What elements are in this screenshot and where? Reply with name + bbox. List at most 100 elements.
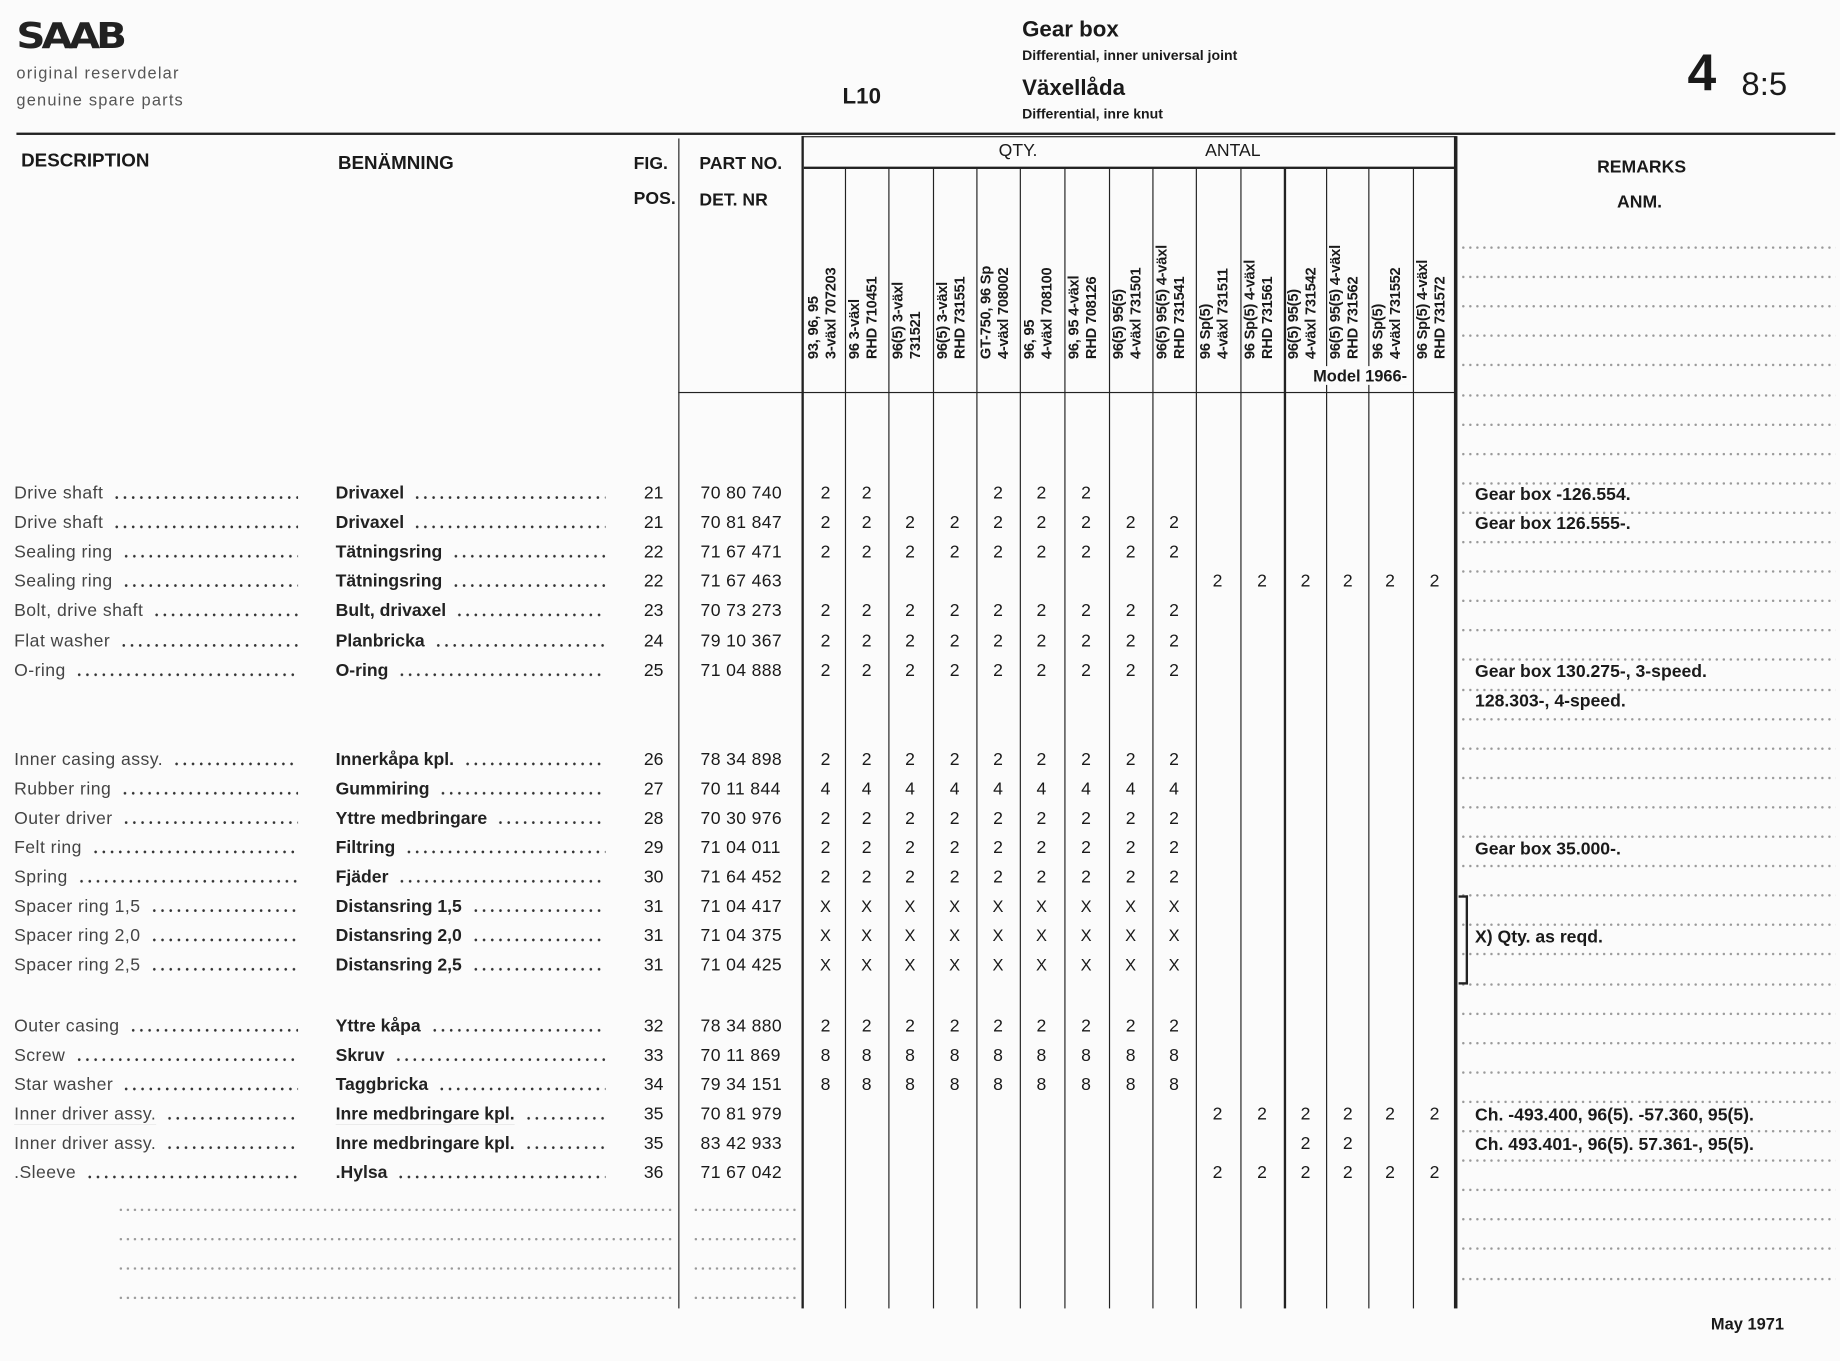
benamning-text: .Hylsa — [335, 1162, 388, 1183]
qty-column-header-line: GT-750, 96 Sp — [977, 265, 994, 360]
qty-column-header-line: 96, 95 4-växl — [1065, 275, 1082, 360]
remarks-ruling — [1459, 423, 1836, 426]
dot-leader — [91, 849, 299, 855]
fig-divider — [678, 138, 680, 1309]
remarks-ruling — [1459, 482, 1836, 485]
qty-cell: X — [949, 896, 961, 916]
dot-leader — [122, 583, 299, 589]
benamning-text: O-ring — [335, 660, 389, 681]
blank-ruling — [117, 1296, 675, 1300]
col-benamning: BENÄMNING — [337, 153, 454, 174]
dot-leader — [74, 1056, 299, 1062]
fig-pos-cell: 26 — [643, 749, 664, 770]
qty-cell: 2 — [905, 601, 915, 622]
dot-leader — [149, 908, 299, 914]
qty-cell: 2 — [1429, 571, 1440, 592]
benamning-text: Tätningsring — [335, 571, 443, 592]
qty-cell: 2 — [820, 867, 831, 888]
blank-ruling — [692, 1238, 798, 1241]
remark-cell: X) Qty. as reqd. — [1475, 923, 1603, 952]
description-cell: .Sleeve — [14, 1163, 300, 1183]
description-cell: Bolt, drive shaft — [14, 601, 300, 621]
qty-cell: 4 — [949, 778, 960, 799]
remark-line: Gear box -126.554. — [1475, 484, 1631, 505]
dot-leader — [128, 1027, 299, 1033]
qty-cell: 2 — [1385, 571, 1395, 592]
dot-leader — [112, 495, 299, 500]
remark-line: Gear box 130.275-, 3-speed. — [1475, 661, 1707, 682]
qty-column-header-line: 3-växl 707203 — [822, 267, 840, 360]
remarks-ruling — [1459, 894, 1836, 897]
description-text: Flat washer — [14, 630, 111, 651]
qty-column-divider — [1368, 167, 1370, 1309]
fig-pos-cell: 22 — [643, 571, 664, 592]
qty-cell: 2 — [993, 867, 1003, 888]
dot-leader — [430, 1027, 606, 1033]
qty-cell: 2 — [1342, 1103, 1353, 1124]
col-antal: ANTAL — [1205, 140, 1261, 161]
col-pos: POS. — [633, 188, 676, 209]
qty-cell: 2 — [820, 601, 831, 622]
qty-cell: 2 — [820, 542, 831, 563]
dot-leader — [524, 1115, 606, 1121]
qty-cell: 2 — [861, 867, 872, 888]
dot-leader — [413, 495, 606, 500]
qty-column-divider — [976, 167, 978, 1309]
qty-cell: 2 — [1125, 630, 1136, 651]
qty-cell: 2 — [861, 512, 872, 533]
qty-cell: 2 — [1081, 542, 1091, 563]
description-cell: Outer casing — [14, 1016, 300, 1036]
part-number-cell: 71 67 471 — [700, 542, 783, 563]
qty-cell: 2 — [1125, 808, 1136, 829]
remarks-ruling — [1459, 1071, 1836, 1074]
qty-cell: 2 — [1212, 1103, 1223, 1124]
description-cell: Drive shaft — [14, 483, 300, 503]
remarks-ruling — [1459, 923, 1836, 926]
remarks-ruling — [1459, 952, 1836, 956]
qty-cell: 2 — [993, 837, 1003, 858]
qty-cell: X — [904, 896, 916, 916]
fig-pos-cell: 22 — [643, 542, 664, 563]
qty-column-header-line: 731521 — [907, 311, 924, 360]
qty-column-header: 96(5) 95(5) 4-växl RHD 731541 — [1154, 171, 1197, 359]
fig-pos-cell: 30 — [643, 867, 664, 888]
part-number-cell: 79 34 151 — [700, 1074, 783, 1095]
qty-cell: 2 — [949, 660, 960, 681]
dot-leader — [393, 1056, 606, 1062]
remarks-ruling — [1459, 1159, 1836, 1162]
part-number-cell: 71 67 042 — [700, 1162, 783, 1183]
benamning-cell: Innerkåpa kpl. — [336, 749, 608, 769]
description-cell: Drive shaft — [14, 513, 300, 533]
qty-cell: 8 — [1036, 1045, 1047, 1066]
qty-column-divider — [1412, 167, 1415, 1309]
qty-column-header-line: 96(5) 95(5) 4-växl — [1327, 245, 1344, 360]
qty-column-header: GT-750, 96 Sp 4-växl 708002 — [978, 171, 1021, 359]
qty-cell: 2 — [1169, 749, 1179, 770]
description-text: Inner driver assy. — [14, 1133, 157, 1154]
part-number-cell: 71 64 452 — [700, 867, 783, 888]
qty-cell: 2 — [949, 837, 960, 858]
qty-cell: 2 — [820, 837, 831, 858]
qty-cell: 2 — [905, 660, 915, 681]
qty-cell: 2 — [1212, 1162, 1223, 1183]
description-cell: Sealing ring — [14, 572, 300, 592]
qty-cell: 2 — [905, 867, 915, 888]
dot-leader — [471, 967, 606, 973]
dot-leader — [149, 937, 299, 943]
qty-cell: 4 — [993, 778, 1003, 799]
qty-cell: X — [992, 896, 1004, 916]
model-note: Model 1966- — [1309, 366, 1411, 385]
dot-leader — [413, 524, 606, 530]
qty-cell: 2 — [1169, 1015, 1179, 1036]
qty-cell: 8 — [1125, 1045, 1136, 1066]
qty-cell: X — [1080, 896, 1092, 916]
model-code: L10 — [842, 84, 881, 110]
benamning-cell: Fjäder — [336, 867, 608, 887]
subtitle-swedish: Differential, inre knut — [1022, 105, 1163, 123]
description-text: Bolt, drive shaft — [14, 601, 144, 622]
qty-column-header-line: 96(5) 95(5) 4-växl — [1153, 245, 1170, 360]
table-row: O-ring O-ring 25 71 04 888 2 2 2 2 2 2 2 2 2 Gear box… — [0, 657, 1840, 710]
col-qty: QTY. — [998, 140, 1038, 161]
qty-cell: X — [1035, 926, 1047, 945]
qty-cell: 2 — [949, 867, 960, 888]
